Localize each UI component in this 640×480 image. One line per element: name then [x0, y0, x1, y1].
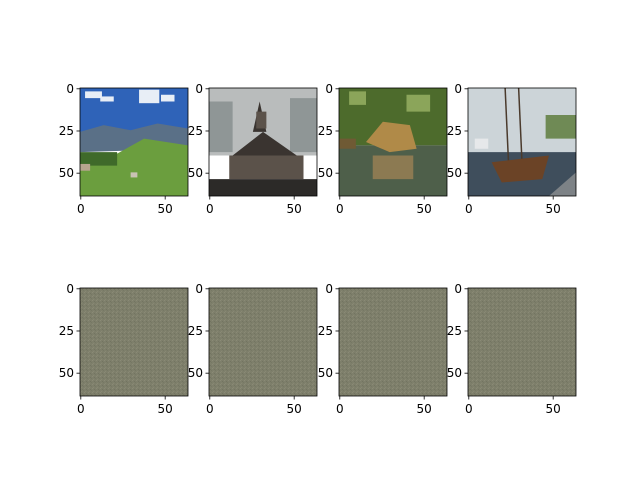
subplot-r0-c1: 0 50 0 25 50	[188, 82, 318, 216]
y-tick-label: 50	[188, 166, 203, 180]
noise-fill	[468, 288, 576, 396]
y-tick-label: 50	[318, 366, 333, 380]
cloud	[85, 91, 102, 99]
y-tick-label: 0	[325, 282, 333, 296]
subplot-r0-c3: 0 50 0 25 50	[447, 82, 577, 216]
y-tick-label: 50	[447, 166, 462, 180]
image-wooden-church	[209, 88, 317, 196]
x-tick-label: 0	[206, 402, 214, 416]
y-tick-label: 0	[195, 282, 203, 296]
image-mountain-meadow	[80, 88, 188, 196]
lion	[366, 121, 417, 153]
building	[80, 163, 91, 171]
hillside-shadow	[80, 152, 118, 166]
axes-frame	[79, 287, 189, 397]
cabin	[130, 172, 138, 178]
x-tick-label: 0	[336, 402, 344, 416]
subplot-r1-c0: 0 50 0 25 50	[59, 282, 189, 416]
y-tick-label: 0	[66, 282, 74, 296]
axes-frame	[79, 87, 189, 197]
subplot-r1-c3: 0 50 0 25 50	[447, 282, 577, 416]
x-tick-label: 0	[77, 202, 85, 216]
church-wall	[229, 155, 304, 180]
noise-image	[209, 288, 317, 396]
noise-fill	[80, 288, 188, 396]
y-tick-label: 0	[325, 82, 333, 96]
axes-frame	[208, 287, 318, 397]
moored-boat	[474, 138, 489, 149]
x-tick-label: 0	[336, 202, 344, 216]
y-tick-label: 25	[447, 124, 462, 138]
x-tick-label: 50	[417, 402, 432, 416]
y-tick-label: 25	[447, 324, 462, 338]
rock	[339, 138, 356, 149]
subplot-r1-c1: 0 50 0 25 50	[188, 282, 318, 416]
y-tick-label: 50	[188, 366, 203, 380]
tree-line	[209, 101, 233, 153]
noise-fill	[209, 288, 317, 396]
foliage-highlight	[406, 94, 431, 112]
y-tick-label: 50	[318, 166, 333, 180]
y-tick-label: 0	[454, 82, 462, 96]
noise-image	[339, 288, 447, 396]
x-tick-label: 0	[77, 402, 85, 416]
axes-frame	[338, 87, 448, 197]
trees	[545, 115, 576, 139]
x-tick-label: 50	[546, 202, 561, 216]
boat-hull	[491, 155, 549, 183]
subplot-r0-c2: 0 50 0 25 50	[318, 82, 448, 216]
y-tick-label: 0	[454, 282, 462, 296]
x-tick-label: 0	[465, 202, 473, 216]
cloud	[161, 94, 175, 102]
noise-fill	[339, 288, 447, 396]
meadow	[80, 138, 188, 196]
image-lion-at-water	[339, 88, 447, 196]
tree-line	[290, 98, 317, 153]
x-tick-label: 50	[417, 202, 432, 216]
y-tick-label: 25	[188, 124, 203, 138]
x-tick-label: 50	[158, 402, 173, 416]
noise-image	[468, 288, 576, 396]
cloud	[100, 96, 114, 102]
x-tick-label: 50	[287, 202, 302, 216]
mast	[517, 88, 523, 163]
foliage-highlight	[349, 91, 366, 105]
ground	[209, 179, 317, 196]
church-roof	[232, 131, 297, 156]
y-tick-label: 50	[59, 166, 74, 180]
y-tick-label: 25	[188, 324, 203, 338]
x-tick-label: 0	[206, 202, 214, 216]
x-tick-label: 50	[546, 402, 561, 416]
y-tick-label: 50	[447, 366, 462, 380]
y-tick-label: 25	[318, 324, 333, 338]
dock	[549, 172, 576, 196]
y-tick-label: 25	[59, 324, 74, 338]
axes-frame	[467, 287, 577, 397]
x-tick-label: 50	[287, 402, 302, 416]
y-tick-label: 0	[66, 82, 74, 96]
cloud	[139, 89, 160, 104]
axes-frame	[208, 87, 318, 197]
image-sailboat-harbor	[468, 88, 576, 196]
noise-image	[80, 288, 188, 396]
reflection	[372, 155, 414, 180]
y-tick-label: 0	[195, 82, 203, 96]
y-tick-label: 25	[318, 124, 333, 138]
axes-frame	[338, 287, 448, 397]
y-tick-label: 50	[59, 366, 74, 380]
mast	[504, 88, 510, 163]
axes-frame	[467, 87, 577, 197]
x-tick-label: 50	[158, 202, 173, 216]
y-tick-label: 25	[59, 124, 74, 138]
x-tick-label: 0	[465, 402, 473, 416]
subplot-r0-c0: 0 50 0 25 50	[59, 82, 189, 216]
subplot-r1-c2: 0 50 0 25 50	[318, 282, 448, 416]
church-tower	[256, 111, 267, 129]
